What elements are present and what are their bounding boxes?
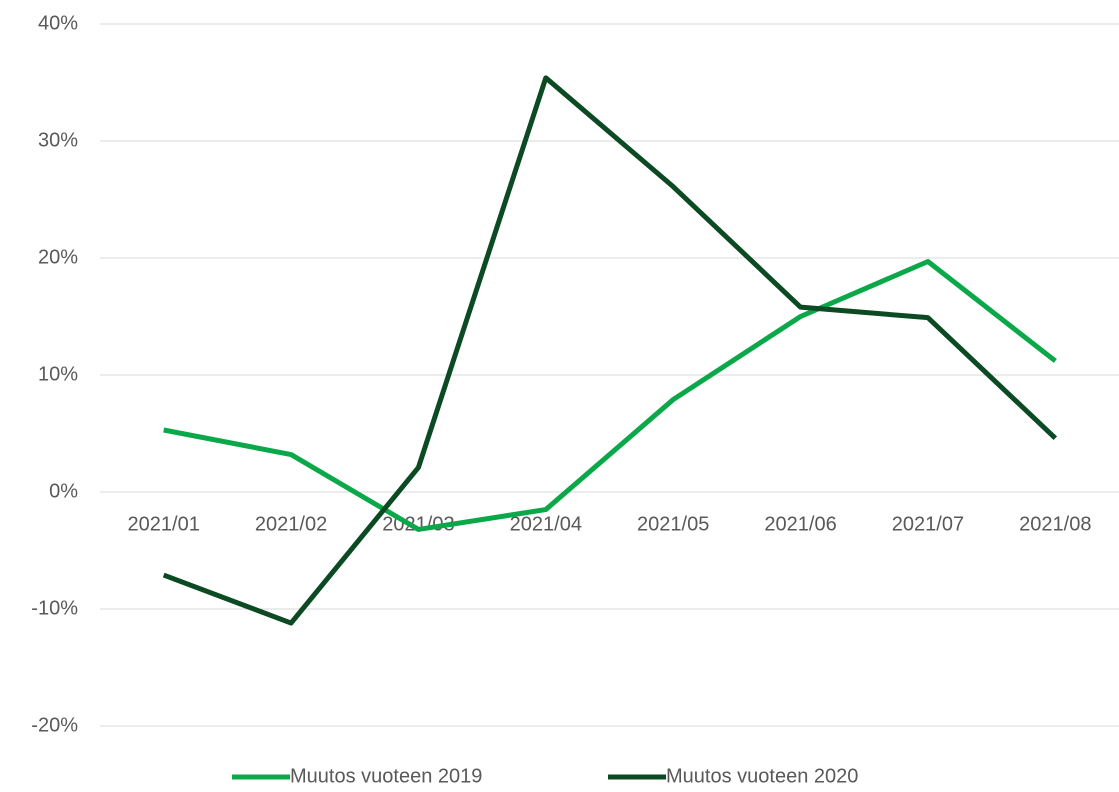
x-tick-label: 2021/07	[892, 513, 964, 535]
x-tick-label: 2021/06	[764, 513, 836, 535]
data-line	[163, 259, 1057, 532]
y-tick-label: 40%	[38, 12, 78, 34]
y-tick-label: -20%	[31, 714, 78, 736]
x-tick-label: 2021/02	[255, 513, 327, 535]
x-tick-label: 2021/01	[128, 513, 200, 535]
x-tick-label: 2021/08	[1019, 513, 1091, 535]
data-line	[162, 75, 1058, 626]
y-tick-label: -10%	[31, 597, 78, 619]
y-tick-label: 20%	[38, 246, 78, 268]
y-tick-label: 10%	[38, 363, 78, 385]
legend-label: Muutos vuoteen 2020	[666, 765, 858, 787]
legend-label: Muutos vuoteen 2019	[290, 765, 482, 787]
y-tick-label: 0%	[49, 480, 78, 502]
x-tick-label: 2021/04	[510, 513, 582, 535]
x-tick-label: 2021/05	[637, 513, 709, 535]
y-tick-label: 30%	[38, 129, 78, 151]
